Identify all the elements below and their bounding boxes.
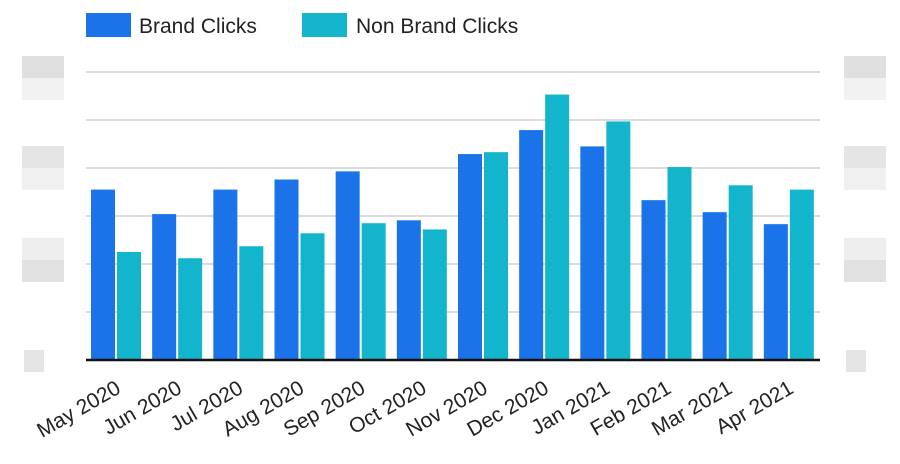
bar-group bbox=[274, 179, 325, 360]
bar-brand-clicks bbox=[152, 214, 177, 360]
bar-non-brand-clicks bbox=[422, 229, 447, 360]
bar-non-brand-clicks bbox=[789, 189, 814, 360]
bar-brand-clicks bbox=[91, 189, 115, 360]
bar-group bbox=[458, 152, 508, 360]
bar-group bbox=[519, 94, 570, 360]
bar-non-brand-clicks bbox=[667, 167, 692, 360]
bars bbox=[91, 94, 814, 360]
bar-brand-clicks bbox=[580, 146, 605, 360]
obscured-label-block bbox=[22, 238, 64, 260]
legend-swatch-non-brand-clicks bbox=[302, 13, 347, 37]
bar-group bbox=[763, 189, 814, 360]
bar-brand-clicks bbox=[702, 212, 727, 360]
bar-group bbox=[152, 214, 203, 360]
legend: Brand Clicks Non Brand Clicks bbox=[86, 13, 518, 38]
bar-group bbox=[702, 185, 753, 360]
obscured-label-block bbox=[844, 168, 886, 190]
bar-non-brand-clicks bbox=[300, 233, 325, 360]
obscured-y-axis-labels-left bbox=[22, 56, 64, 372]
bar-brand-clicks bbox=[213, 189, 238, 360]
obscured-label-block bbox=[22, 260, 64, 282]
bar-group bbox=[91, 189, 141, 360]
bar-non-brand-clicks bbox=[178, 258, 203, 360]
obscured-label-block bbox=[844, 56, 886, 78]
obscured-label-block bbox=[844, 238, 886, 260]
obscured-label-block bbox=[22, 56, 64, 78]
bar-group bbox=[335, 171, 386, 360]
bar-non-brand-clicks bbox=[606, 121, 631, 360]
legend-label-brand-clicks: Brand Clicks bbox=[139, 15, 257, 38]
bar-brand-clicks bbox=[396, 220, 421, 360]
obscured-label-block bbox=[24, 350, 44, 372]
bar-non-brand-clicks bbox=[728, 185, 753, 360]
bar-non-brand-clicks bbox=[545, 94, 570, 360]
bar-group bbox=[396, 220, 447, 360]
obscured-label-block bbox=[22, 146, 64, 168]
obscured-label-block bbox=[844, 260, 886, 282]
obscured-label-block bbox=[22, 78, 64, 100]
legend-label-non-brand-clicks: Non Brand Clicks bbox=[356, 15, 518, 38]
bar-brand-clicks bbox=[763, 224, 788, 360]
bar-group bbox=[213, 189, 264, 360]
bar-group bbox=[641, 167, 692, 360]
bar-non-brand-clicks bbox=[484, 152, 508, 360]
obscured-label-block bbox=[846, 350, 866, 372]
bar-brand-clicks bbox=[335, 171, 360, 360]
obscured-label-block bbox=[844, 78, 886, 100]
bar-brand-clicks bbox=[519, 130, 544, 360]
bar-brand-clicks bbox=[641, 200, 666, 360]
legend-swatch-brand-clicks bbox=[86, 13, 131, 37]
bar-non-brand-clicks bbox=[361, 223, 386, 360]
bar-brand-clicks bbox=[274, 179, 299, 360]
bar-brand-clicks bbox=[458, 154, 482, 360]
bar-group bbox=[580, 121, 631, 360]
obscured-label-block bbox=[22, 168, 64, 190]
gridlines bbox=[86, 71, 820, 313]
obscured-y-axis-labels-right bbox=[844, 56, 886, 372]
bar-non-brand-clicks bbox=[117, 252, 141, 360]
obscured-label-block bbox=[844, 146, 886, 168]
bar-non-brand-clicks bbox=[239, 246, 264, 360]
